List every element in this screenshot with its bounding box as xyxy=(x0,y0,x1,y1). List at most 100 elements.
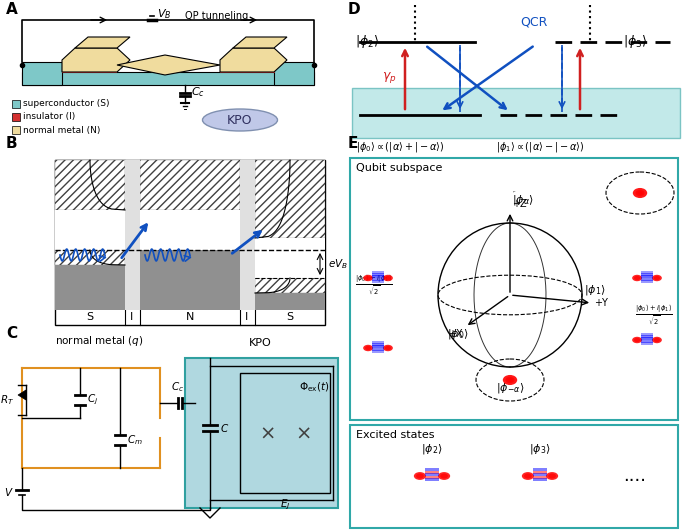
Text: $|\phi_\alpha\rangle$: $|\phi_\alpha\rangle$ xyxy=(512,189,516,195)
Bar xyxy=(641,280,653,282)
Ellipse shape xyxy=(503,375,517,385)
Text: A: A xyxy=(6,2,18,17)
Bar xyxy=(533,470,547,474)
Ellipse shape xyxy=(632,275,642,281)
Text: I: I xyxy=(245,312,249,322)
Text: KPO: KPO xyxy=(249,338,271,348)
Ellipse shape xyxy=(522,472,534,480)
Ellipse shape xyxy=(440,474,448,478)
Ellipse shape xyxy=(416,474,424,478)
Bar xyxy=(140,250,240,310)
Text: +X: +X xyxy=(448,329,462,339)
Bar xyxy=(125,160,140,310)
Polygon shape xyxy=(75,37,130,48)
Ellipse shape xyxy=(203,109,277,131)
Ellipse shape xyxy=(363,345,373,351)
Text: N: N xyxy=(186,312,194,322)
Text: $C_m$: $C_m$ xyxy=(127,433,142,447)
Text: $\gamma_p$: $\gamma_p$ xyxy=(382,71,397,85)
Text: Excited states: Excited states xyxy=(356,430,434,440)
Ellipse shape xyxy=(414,472,426,480)
Text: $|\phi_1\rangle \propto (|\alpha\rangle - |-\alpha\rangle)$: $|\phi_1\rangle \propto (|\alpha\rangle … xyxy=(496,140,584,154)
Text: KPO: KPO xyxy=(227,115,253,127)
Bar xyxy=(533,473,547,476)
Bar xyxy=(425,473,439,476)
Text: S: S xyxy=(86,312,94,322)
Ellipse shape xyxy=(365,276,371,280)
Bar xyxy=(22,62,62,85)
Bar xyxy=(641,337,653,340)
Text: $\times$: $\times$ xyxy=(295,424,311,442)
Text: Qubit subspace: Qubit subspace xyxy=(356,163,443,173)
Ellipse shape xyxy=(383,345,393,351)
Ellipse shape xyxy=(633,188,647,198)
Bar xyxy=(372,341,384,344)
Text: normal metal (N): normal metal (N) xyxy=(23,125,101,134)
Bar xyxy=(350,425,678,528)
Text: $C_j$: $C_j$ xyxy=(87,393,98,407)
Bar xyxy=(185,358,338,508)
Text: $|\phi_\alpha\rangle$: $|\phi_\alpha\rangle$ xyxy=(512,193,534,207)
Text: D: D xyxy=(348,2,360,17)
Ellipse shape xyxy=(548,474,556,478)
Text: superconductor (S): superconductor (S) xyxy=(23,99,110,108)
Polygon shape xyxy=(18,390,26,400)
Text: E: E xyxy=(348,136,358,151)
Text: S: S xyxy=(286,312,294,322)
Bar xyxy=(372,271,384,274)
Polygon shape xyxy=(220,48,287,72)
Text: $C$: $C$ xyxy=(220,422,229,434)
Bar xyxy=(55,160,125,210)
Text: $V_B$: $V_B$ xyxy=(157,7,171,21)
Text: $|\phi_1\rangle$: $|\phi_1\rangle$ xyxy=(584,283,606,297)
Text: $eV_B$: $eV_B$ xyxy=(328,257,348,271)
Text: I: I xyxy=(130,312,134,322)
Text: $C_c$: $C_c$ xyxy=(191,85,205,99)
Bar xyxy=(62,68,117,73)
Text: ....: .... xyxy=(623,467,647,485)
Ellipse shape xyxy=(506,377,514,383)
Bar xyxy=(255,293,325,310)
Text: $\times$: $\times$ xyxy=(259,424,275,442)
Bar xyxy=(55,210,125,250)
Ellipse shape xyxy=(653,338,660,342)
Bar xyxy=(372,273,384,276)
Ellipse shape xyxy=(653,276,660,280)
Polygon shape xyxy=(117,55,220,75)
Bar xyxy=(55,160,325,325)
Ellipse shape xyxy=(363,275,373,281)
Ellipse shape xyxy=(385,346,391,350)
Text: $|\phi_0\rangle \propto (|\alpha\rangle + |-\alpha\rangle)$: $|\phi_0\rangle \propto (|\alpha\rangle … xyxy=(356,140,445,154)
Text: $|\phi_0\rangle$: $|\phi_0\rangle$ xyxy=(447,328,469,341)
Bar xyxy=(140,160,240,210)
Bar xyxy=(533,468,547,471)
Ellipse shape xyxy=(634,276,640,280)
Bar xyxy=(240,160,255,310)
Bar xyxy=(372,343,384,346)
Bar xyxy=(12,100,20,108)
Ellipse shape xyxy=(652,275,662,281)
Text: $|\phi_3\rangle$: $|\phi_3\rangle$ xyxy=(623,33,647,50)
Bar xyxy=(425,470,439,474)
Ellipse shape xyxy=(508,378,512,382)
Bar xyxy=(641,342,653,345)
Bar xyxy=(372,278,384,280)
Ellipse shape xyxy=(632,337,642,343)
Bar xyxy=(255,160,325,238)
Bar xyxy=(533,478,547,482)
Bar xyxy=(641,335,653,338)
Bar xyxy=(425,468,439,471)
Bar xyxy=(641,273,653,276)
Bar xyxy=(641,340,653,342)
Text: +Y: +Y xyxy=(594,298,608,308)
Bar xyxy=(274,62,314,85)
Bar xyxy=(372,280,384,282)
Ellipse shape xyxy=(652,337,662,343)
Ellipse shape xyxy=(636,190,645,196)
Bar xyxy=(372,346,384,348)
Bar xyxy=(220,68,275,73)
Bar xyxy=(372,350,384,353)
Ellipse shape xyxy=(546,472,558,480)
Text: B: B xyxy=(6,136,18,151)
Bar xyxy=(255,278,325,293)
